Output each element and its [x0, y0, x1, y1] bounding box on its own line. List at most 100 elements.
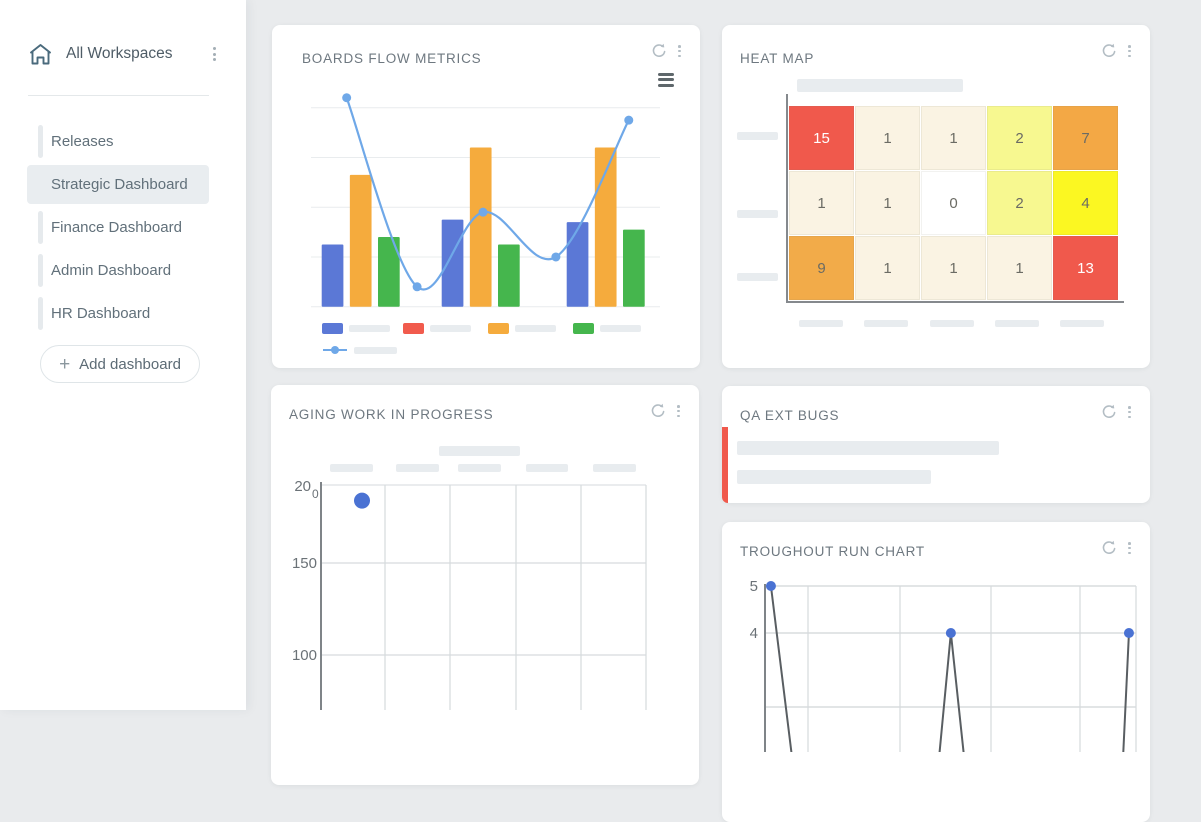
heat-row-label-placeholder — [737, 210, 778, 218]
heat-row-label-placeholder — [737, 273, 778, 281]
item-accent-bar — [38, 125, 43, 158]
heat-cell: 4 — [1053, 171, 1118, 235]
card-menu-kebab-icon[interactable] — [1126, 404, 1133, 420]
card-menu-kebab-icon[interactable] — [676, 43, 683, 59]
aging-col-label-placeholder — [330, 464, 373, 472]
legend-item — [322, 322, 390, 334]
boards-flow-metrics-chart — [311, 93, 660, 308]
legend-item — [488, 322, 556, 334]
aging-col-label-placeholder — [593, 464, 636, 472]
refresh-icon[interactable] — [1101, 43, 1117, 59]
sidebar-item-finance-dashboard[interactable]: Finance Dashboard — [27, 208, 209, 247]
aging-header-placeholder — [439, 446, 520, 456]
card-aging-work-in-progress: AGING WORK IN PROGRESS 20 0 150 100 — [271, 385, 699, 785]
heat-y-axis — [786, 94, 788, 302]
sidebar-item-label: Admin Dashboard — [51, 262, 172, 279]
refresh-icon[interactable] — [650, 403, 666, 419]
card-actions — [1101, 404, 1133, 420]
heat-cell: 1 — [855, 106, 920, 170]
item-accent-bar — [38, 211, 43, 244]
workspace-selector[interactable]: All Workspaces — [28, 38, 220, 70]
heat-x-axis — [786, 301, 1124, 303]
line-legend-icon — [323, 346, 347, 354]
sidebar-item-label: Strategic Dashboard — [51, 176, 188, 193]
card-title: TROUGHOUT RUN CHART — [740, 544, 925, 559]
run-chart: 54 — [750, 578, 1137, 752]
heat-row-label-placeholder — [737, 132, 778, 140]
card-actions — [650, 403, 682, 419]
card-title: AGING WORK IN PROGRESS — [289, 407, 494, 422]
item-accent-bar — [38, 297, 43, 330]
sidebar-divider — [28, 95, 209, 96]
dashboard-canvas: BOARDS FLOW METRICS — [246, 0, 1201, 822]
legend-item-line — [322, 344, 397, 356]
heat-cell: 2 — [987, 106, 1052, 170]
card-menu-kebab-icon[interactable] — [1126, 540, 1133, 556]
heat-col-label-placeholder — [930, 320, 974, 327]
svg-text:5: 5 — [750, 578, 758, 595]
heat-cell: 1 — [855, 236, 920, 300]
aging-col-label-placeholder — [458, 464, 501, 472]
plus-icon: + — [59, 353, 71, 375]
card-title: HEAT MAP — [740, 51, 815, 66]
alert-accent-bar — [722, 427, 728, 503]
card-actions — [651, 43, 683, 59]
sidebar-item-label: Finance Dashboard — [51, 219, 182, 236]
dashboard-nav: Releases Strategic Dashboard Finance Das… — [27, 122, 209, 337]
card-heat-map: HEAT MAP 15 1 1 2 7 1 1 0 2 4 9 1 1 1 13 — [722, 25, 1150, 368]
item-accent-bar — [38, 254, 43, 287]
aging-col-label-placeholder — [396, 464, 439, 472]
svg-text:4: 4 — [750, 625, 758, 642]
add-dashboard-button[interactable]: + Add dashboard — [40, 345, 200, 383]
aging-col-label-placeholder — [526, 464, 568, 472]
card-boards-flow-metrics: BOARDS FLOW METRICS — [272, 25, 700, 368]
heat-cell: 1 — [921, 236, 986, 300]
heat-cell: 15 — [789, 106, 854, 170]
hamburger-menu-icon[interactable] — [656, 71, 676, 89]
heat-cell: 7 — [1053, 106, 1118, 170]
sidebar-item-admin-dashboard[interactable]: Admin Dashboard — [27, 251, 209, 290]
heat-col-label-placeholder — [995, 320, 1039, 327]
legend-item — [573, 322, 641, 334]
heat-cell: 1 — [987, 236, 1052, 300]
heat-cell: 1 — [789, 171, 854, 235]
heat-cell: 1 — [855, 171, 920, 235]
card-title: QA EXT BUGS — [740, 408, 840, 423]
sidebar-item-releases[interactable]: Releases — [27, 122, 209, 161]
svg-text:20: 20 — [294, 478, 311, 495]
home-icon — [30, 43, 51, 64]
card-actions — [1101, 43, 1133, 59]
aging-wip-chart: 20 0 150 100 — [292, 478, 647, 710]
heat-col-label-placeholder — [1060, 320, 1104, 327]
refresh-icon[interactable] — [1101, 540, 1117, 556]
item-accent-bar — [38, 168, 43, 201]
svg-text:150: 150 — [292, 555, 317, 572]
legend-item — [403, 322, 471, 334]
qa-text-placeholder — [737, 441, 999, 455]
workspace-menu-kebab-icon[interactable] — [209, 43, 220, 65]
heat-col-label-placeholder — [864, 320, 908, 327]
sidebar-item-label: Releases — [51, 133, 114, 150]
card-actions — [1101, 540, 1133, 556]
heat-cell: 13 — [1053, 236, 1118, 300]
sidebar-item-strategic-dashboard[interactable]: Strategic Dashboard — [27, 165, 209, 204]
card-menu-kebab-icon[interactable] — [1126, 43, 1133, 59]
sidebar-item-hr-dashboard[interactable]: HR Dashboard — [27, 294, 209, 333]
heat-cell: 9 — [789, 236, 854, 300]
heat-col-label-placeholder — [799, 320, 843, 327]
heat-header-placeholder — [797, 79, 963, 92]
card-title: BOARDS FLOW METRICS — [302, 51, 482, 66]
heat-cell: 2 — [987, 171, 1052, 235]
card-qa-ext-bugs: QA EXT BUGS — [722, 386, 1150, 503]
card-menu-kebab-icon[interactable] — [675, 403, 682, 419]
refresh-icon[interactable] — [651, 43, 667, 59]
heat-cell: 1 — [921, 106, 986, 170]
qa-text-placeholder — [737, 470, 931, 484]
svg-text:100: 100 — [292, 647, 317, 664]
refresh-icon[interactable] — [1101, 404, 1117, 420]
workspace-title: All Workspaces — [66, 45, 173, 62]
sidebar: All Workspaces Releases Strategic Dashbo… — [0, 0, 246, 710]
heat-map-grid: 15 1 1 2 7 1 1 0 2 4 9 1 1 1 13 — [789, 106, 1118, 300]
